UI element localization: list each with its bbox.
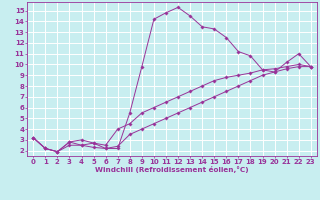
X-axis label: Windchill (Refroidissement éolien,°C): Windchill (Refroidissement éolien,°C) bbox=[95, 166, 249, 173]
